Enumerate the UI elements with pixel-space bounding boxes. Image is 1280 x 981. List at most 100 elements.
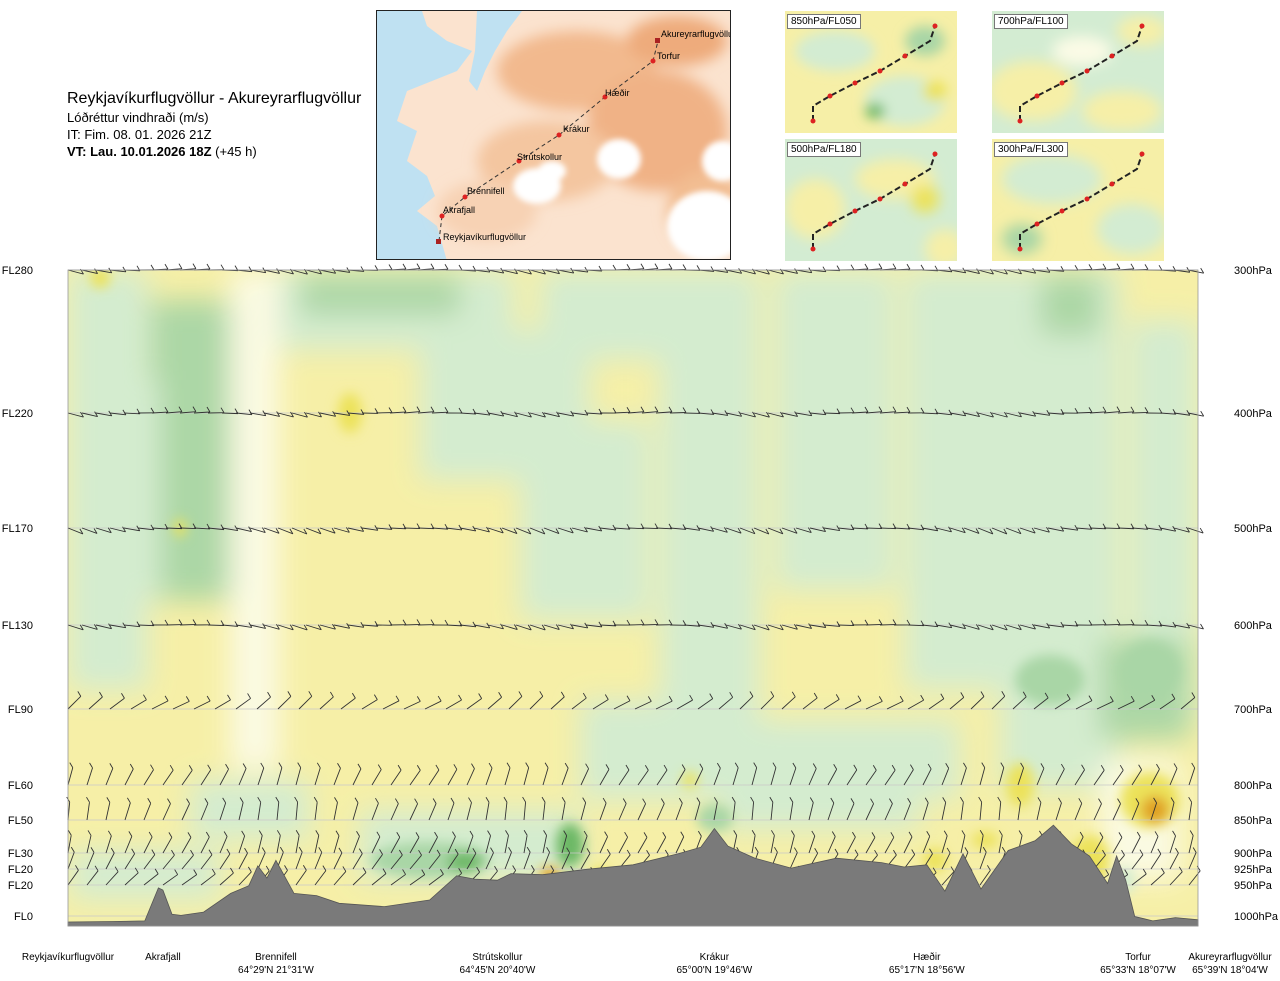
wind-barb (865, 832, 876, 854)
wind-barb (257, 762, 265, 786)
wind-barb (1159, 693, 1176, 710)
wind-barb (1033, 692, 1049, 710)
wind-barb (67, 624, 84, 631)
wind-barb (172, 696, 190, 710)
wind-barb (219, 867, 234, 886)
wind-barb (459, 621, 477, 628)
wind-barb (1150, 763, 1160, 786)
wind-barb (627, 619, 645, 626)
wind-barb (109, 693, 125, 710)
wind-barb (529, 411, 546, 418)
wind-barb (618, 798, 627, 821)
mini-map-300[interactable]: 300hPa/FL300 (992, 139, 1164, 261)
wind-barb (473, 409, 491, 416)
wind-barb (599, 264, 617, 271)
wind-barb (523, 846, 531, 870)
wind-barb (637, 832, 648, 854)
wind-barb (1117, 406, 1135, 414)
wind-barb (105, 830, 112, 854)
wind-barb (979, 846, 987, 870)
wind-barb (276, 762, 283, 786)
wind-barb (960, 762, 967, 786)
wind-barb (238, 866, 252, 886)
wind-barb (529, 624, 546, 631)
wind-barb (162, 798, 171, 821)
wind-barb (941, 830, 948, 854)
wind-barb (417, 619, 435, 626)
wind-barb (162, 832, 173, 854)
wind-barb (599, 831, 608, 854)
wind-barb (529, 691, 544, 710)
wind-barb (333, 797, 338, 821)
wind-barb (1075, 264, 1093, 271)
wind-barb (295, 762, 302, 786)
wind-barb (1187, 623, 1204, 630)
location-label: Hæðir 65°17'N 18°56'W (889, 951, 965, 976)
wind-barb (1033, 526, 1050, 533)
svg-text:65°33'N 18°07'W: 65°33'N 18°07'W (1100, 965, 1176, 976)
wind-barb (207, 524, 225, 531)
wind-barb (808, 830, 816, 854)
wind-barb (235, 409, 253, 416)
wind-barb (1173, 526, 1190, 533)
pressure-label: 300hPa (1234, 265, 1273, 277)
wind-barb (808, 763, 817, 786)
wind-barb (1188, 762, 1196, 786)
wind-barb (922, 763, 932, 786)
wind-barb (1145, 407, 1163, 414)
svg-text:Hæðir: Hæðir (913, 951, 941, 963)
wind-barb (865, 798, 874, 821)
mini-map-500[interactable]: 500hPa/FL180 (785, 139, 957, 261)
wind-barb (641, 406, 659, 414)
svg-text:65°00'N 19°46'W: 65°00'N 19°46'W (676, 965, 752, 976)
wind-barb (542, 847, 550, 870)
wind-barb (697, 526, 715, 532)
wind-barb (428, 798, 437, 821)
wind-barb (561, 847, 571, 870)
wind-barb (319, 527, 336, 534)
wind-barb (86, 762, 93, 786)
wind-barb (865, 696, 883, 710)
wind-barb (718, 692, 734, 710)
wind-barb (846, 798, 855, 821)
wind-barb (675, 764, 686, 786)
wind-barb (580, 763, 590, 786)
wind-barb (371, 849, 383, 870)
wind-barb (865, 406, 883, 414)
wind-barb (844, 695, 862, 710)
wind-barb (501, 411, 518, 418)
wind-barb (352, 848, 363, 870)
wind-barb (193, 406, 211, 414)
svg-text:Akureyrarflugvöllur: Akureyrarflugvöllur (1188, 952, 1272, 963)
wind-barb (67, 762, 74, 786)
wind-barb (294, 796, 299, 821)
location-label: Krákur 65°00'N 19°46'W (676, 952, 752, 976)
wind-barb (750, 796, 755, 821)
mini-map-700[interactable]: 700hPa/FL100 (992, 11, 1164, 133)
wind-barb (1093, 764, 1105, 786)
wind-barb (1089, 263, 1107, 271)
wind-barb (81, 527, 98, 534)
wind-barb (105, 866, 119, 886)
wind-barb (1089, 406, 1107, 414)
wind-barb (1019, 267, 1037, 274)
wind-barb (181, 869, 198, 886)
wind-barb (713, 797, 718, 821)
wind-barb (291, 527, 308, 535)
wind-barb (669, 407, 687, 414)
wind-barb (466, 693, 483, 710)
route-map[interactable]: Akureyrarflugvöllur Torfur Hæðir Krákur … (376, 10, 731, 260)
wind-barb (739, 527, 756, 535)
route-title: Reykjavíkurflugvöllur - Akureyrarflugvöl… (67, 90, 362, 107)
wind-barb (1019, 410, 1037, 417)
wind-barb (352, 763, 362, 786)
wind-barb (711, 623, 729, 629)
wind-barb (466, 797, 472, 821)
map-label-krakur: Krákur (563, 124, 590, 134)
wind-barb (219, 763, 229, 786)
mini-map-850[interactable]: 850hPa/FL050 (785, 11, 957, 133)
pressure-label: 800hPa (1234, 780, 1273, 792)
wind-barb (979, 865, 991, 886)
wind-barb (181, 798, 190, 821)
wind-barb (1169, 830, 1176, 854)
